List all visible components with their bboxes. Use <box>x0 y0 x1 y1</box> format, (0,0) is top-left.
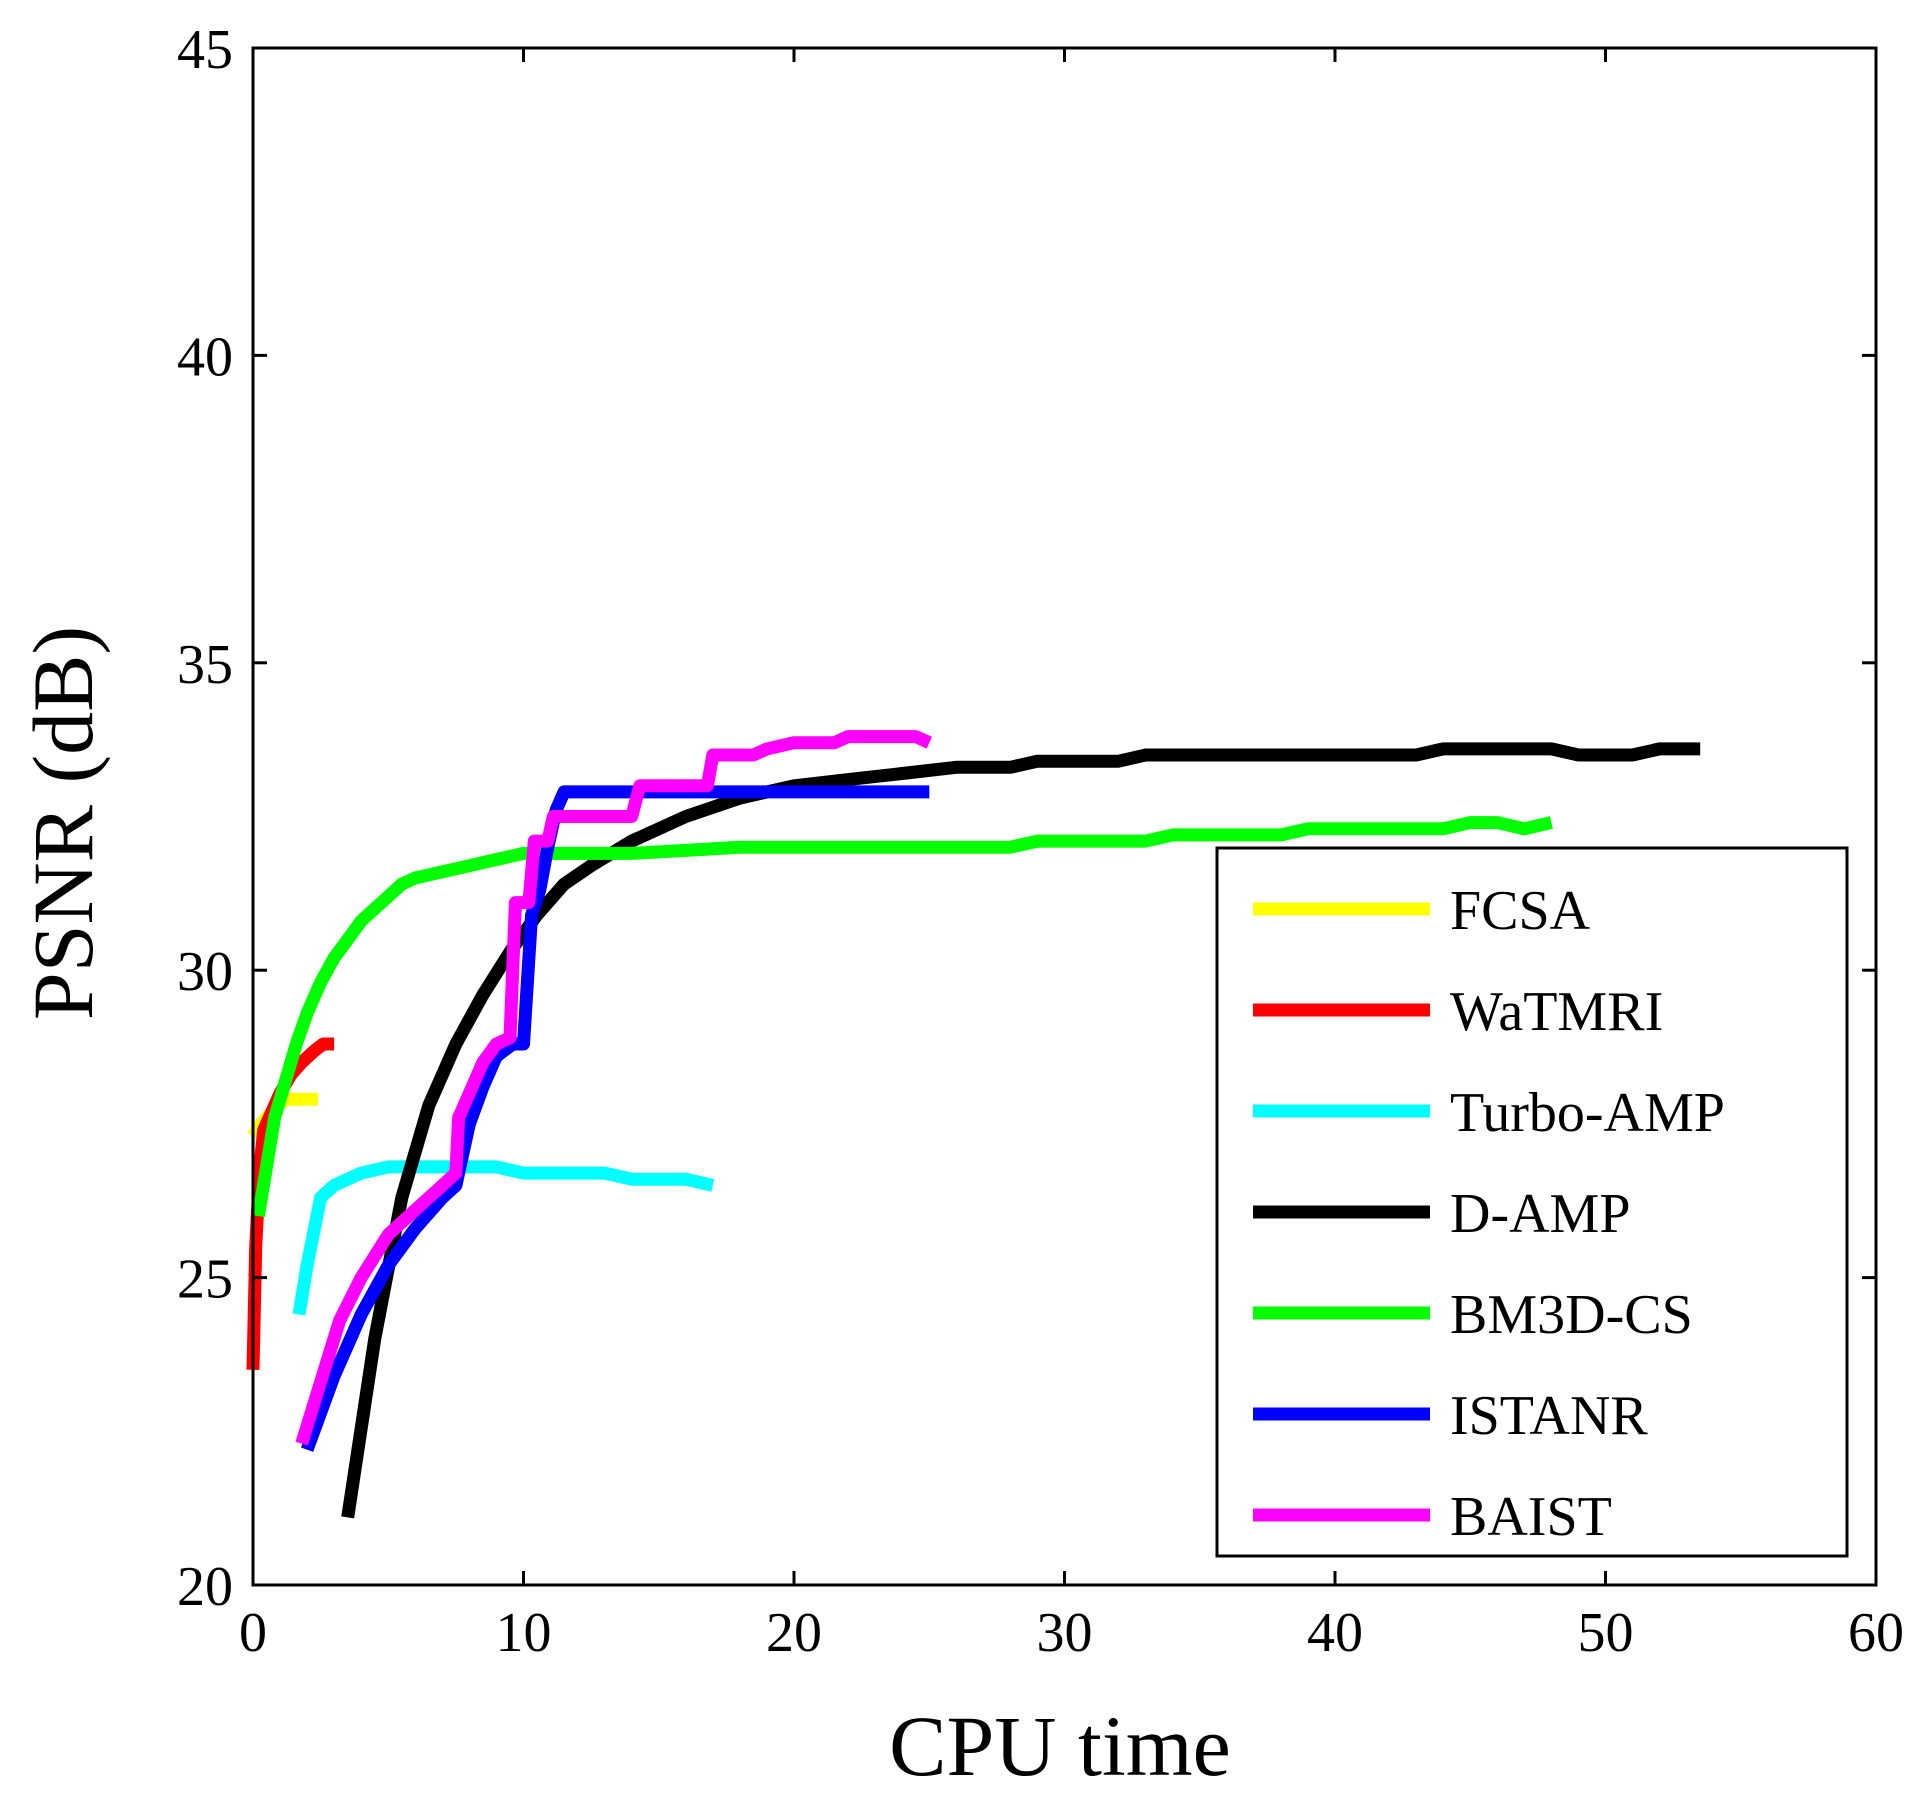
series-layer <box>246 730 1701 1519</box>
x-tick-label: 10 <box>496 1602 552 1664</box>
y-tick-label: 30 <box>177 941 233 1003</box>
y-tick-label: 40 <box>177 326 233 388</box>
y-tick-label: 45 <box>177 19 233 81</box>
series-line-baist <box>295 730 932 1446</box>
x-tick-label: 20 <box>766 1602 822 1664</box>
legend-label: WaTMRI <box>1450 981 1663 1043</box>
x-tick-label: 40 <box>1307 1602 1363 1664</box>
legend: FCSA WaTMRI Turbo-AMP D-AMP BM3D-CS ISTANR BAI… <box>1215 846 1849 1558</box>
x-axis-title: CPU time <box>889 1698 1231 1794</box>
y-tick-label: 20 <box>177 1556 233 1618</box>
series-line-turbo-amp <box>292 1160 715 1316</box>
series-line-istanr <box>300 785 930 1452</box>
legend-label: Turbo-AMP <box>1450 1082 1725 1144</box>
ticks-layer: 0 10 20 30 40 50 60 20 25 30 35 40 45 <box>177 19 1904 1664</box>
legend-label: D-AMP <box>1450 1183 1630 1245</box>
y-tick-label: 25 <box>177 1249 233 1311</box>
x-tick-label: 50 <box>1578 1602 1634 1664</box>
legend-label: BAIST <box>1450 1486 1612 1548</box>
x-tick-label: 0 <box>239 1602 267 1664</box>
legend-box <box>1215 846 1849 1558</box>
series-line-bm3d-cs <box>251 816 1553 1218</box>
series-line-d-amp <box>341 742 1701 1519</box>
legend-label: FCSA <box>1450 880 1591 942</box>
x-tick-label: 60 <box>1848 1602 1904 1664</box>
x-tick-label: 30 <box>1037 1602 1093 1664</box>
y-tick-label: 35 <box>177 634 233 696</box>
legend-label: ISTANR <box>1450 1385 1648 1447</box>
legend-label: BM3D-CS <box>1450 1284 1693 1346</box>
y-axis-title: PSNR (dB) <box>15 626 111 1020</box>
